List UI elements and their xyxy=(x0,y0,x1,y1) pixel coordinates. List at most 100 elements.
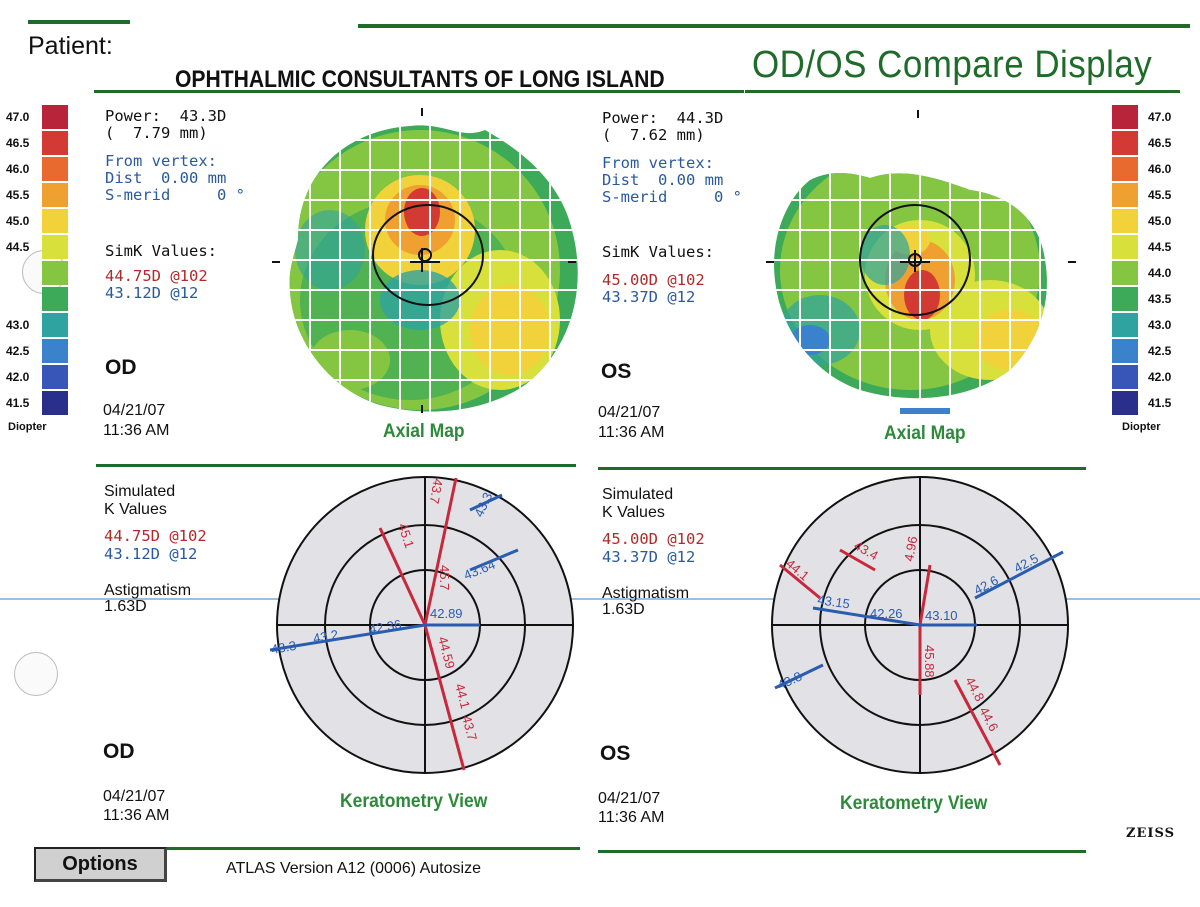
os-kv-label-1: Simulated xyxy=(602,486,674,503)
od-k-red-label: 43.7 xyxy=(459,714,480,742)
od-date: 04/21/07 xyxy=(103,402,166,419)
scale-swatch xyxy=(42,183,68,207)
scale-swatch xyxy=(42,157,68,181)
od-eye-label: OD xyxy=(105,356,137,379)
od-k-red-label: 44.1 xyxy=(452,682,473,710)
scale-value: 43.0 xyxy=(6,318,30,332)
scale-row xyxy=(6,260,96,286)
os-smerid: S-merid 0 ° xyxy=(602,188,742,206)
os-kv-label-2: K Values xyxy=(602,504,665,521)
os-axial-map-title: Axial Map xyxy=(884,423,966,444)
od-kv-blue: 43.12D @12 xyxy=(104,545,198,563)
od-k-red-label: 45.7 xyxy=(437,565,452,590)
os-keratometry-title: Keratometry View xyxy=(840,793,988,814)
clinic-name: OPHTHALMIC CONSULTANTS OF LONG ISLAND xyxy=(175,66,665,93)
scale-swatch xyxy=(1112,313,1138,337)
os-k-blue-label: 42.26 xyxy=(870,606,903,621)
scale-row: 45.0 xyxy=(1112,208,1200,234)
header-rule-mid xyxy=(94,90,744,93)
os-simk-blue: 43.37D @12 xyxy=(602,288,696,306)
scale-swatch xyxy=(1112,365,1138,389)
scale-value: 46.0 xyxy=(6,162,30,176)
od-k-blue-label: 43.3 xyxy=(270,638,297,657)
scale-row: 42.0 xyxy=(1112,364,1200,390)
os-date-2: 04/21/07 xyxy=(598,790,661,807)
od-time: 11:36 AM xyxy=(103,422,170,439)
scale-swatch xyxy=(42,131,68,155)
scale-unit-left: Diopter xyxy=(8,421,47,433)
scale-swatch xyxy=(1112,131,1138,155)
os-time: 11:36 AM xyxy=(598,424,665,441)
od-section-rule xyxy=(96,464,576,467)
od-simk-label: SimK Values: xyxy=(105,242,217,260)
scale-row: 43.0 xyxy=(6,312,96,338)
scale-value: 42.5 xyxy=(1148,344,1172,358)
scale-row: 46.0 xyxy=(6,156,96,182)
od-date-2: 04/21/07 xyxy=(103,788,166,805)
scale-value: 47.0 xyxy=(1148,110,1172,124)
os-kv-blue: 43.37D @12 xyxy=(602,548,696,566)
od-simk-blue: 43.12D @12 xyxy=(105,284,199,302)
scale-row: 45.5 xyxy=(1112,182,1200,208)
od-keratometry-view: 45.7 45.1 43.7 44.59 44.1 43.7 42.89 43.… xyxy=(270,476,574,774)
scale-swatch xyxy=(1112,261,1138,285)
header-rule-title xyxy=(745,90,1180,93)
os-axial-map xyxy=(766,110,1076,414)
patient-label: Patient: xyxy=(28,32,113,60)
os-kv-red: 45.00D @102 xyxy=(602,530,705,548)
scale-swatch xyxy=(1112,209,1138,233)
options-button[interactable]: Options xyxy=(34,847,167,882)
scale-row: 44.5 xyxy=(1112,234,1200,260)
os-k-red-label: 45.88 xyxy=(922,645,937,678)
scale-value: 45.0 xyxy=(1148,214,1172,228)
scale-row: 41.5 xyxy=(1112,390,1200,416)
color-scale-right: 47.0 46.5 46.0 45.5 45.0 44.5 44.0 43.5 43.0 42.5… xyxy=(1112,104,1200,416)
scale-value: 44.0 xyxy=(1148,266,1172,280)
od-k-blue-label: 42.36 xyxy=(368,617,403,637)
scale-swatch xyxy=(1112,235,1138,259)
od-keratometry-title: Keratometry View xyxy=(340,791,488,812)
scale-value: 46.5 xyxy=(1148,136,1172,150)
od-axial-map xyxy=(272,108,578,413)
os-k-blue-label: 43.15 xyxy=(817,592,851,611)
scale-row: 46.5 xyxy=(6,130,96,156)
od-k-red-label: 43.7 xyxy=(427,477,446,505)
scale-value: 41.5 xyxy=(6,396,30,410)
binder-hole-bottom xyxy=(14,652,58,696)
os-power: Power: 44.3D xyxy=(602,109,724,127)
od-power: Power: 43.3D xyxy=(105,107,227,125)
os-radius: ( 7.62 mm) xyxy=(602,126,705,144)
scale-row: 45.0 xyxy=(6,208,96,234)
scale-swatch xyxy=(1112,391,1138,415)
scale-swatch xyxy=(1112,339,1138,363)
scale-value: 43.5 xyxy=(1148,292,1172,306)
scale-value: 42.0 xyxy=(1148,370,1172,384)
scale-row: 42.0 xyxy=(6,364,96,390)
os-astig-label: Astigmatism xyxy=(602,585,690,602)
od-astig-label: Astigmatism xyxy=(104,582,192,599)
os-dist: Dist 0.00 mm xyxy=(602,171,724,189)
scale-swatch xyxy=(1112,157,1138,181)
scale-value: 46.5 xyxy=(6,136,30,150)
scale-swatch xyxy=(1112,183,1138,207)
od-k-blue-label: 43.2 xyxy=(312,627,340,646)
os-eye-label: OS xyxy=(601,360,632,383)
scale-row: 42.5 xyxy=(1112,338,1200,364)
od-k-blue-label: 42.89 xyxy=(430,606,463,621)
od-kv-red: 44.75D @102 xyxy=(104,527,207,545)
od-smerid: S-merid 0 ° xyxy=(105,186,245,204)
scale-row xyxy=(6,286,96,312)
os-keratometry-view: 45.88 43.4 44.1 44.8 44.6 4.96 43.10 42.… xyxy=(771,476,1069,774)
scale-row: 41.5 xyxy=(6,390,96,416)
scale-value: 46.0 xyxy=(1148,162,1172,176)
od-dist: Dist 0.00 mm xyxy=(105,169,227,187)
scale-swatch xyxy=(42,313,68,337)
od-simk-red: 44.75D @102 xyxy=(105,267,208,285)
od-k-red-label: 45.1 xyxy=(395,521,417,550)
scale-row: 47.0 xyxy=(1112,104,1200,130)
os-date: 04/21/07 xyxy=(598,404,661,421)
scale-row: 43.0 xyxy=(1112,312,1200,338)
os-eye-label-2: OS xyxy=(600,742,631,765)
scale-swatch xyxy=(42,261,68,285)
scale-value: 43.0 xyxy=(1148,318,1172,332)
